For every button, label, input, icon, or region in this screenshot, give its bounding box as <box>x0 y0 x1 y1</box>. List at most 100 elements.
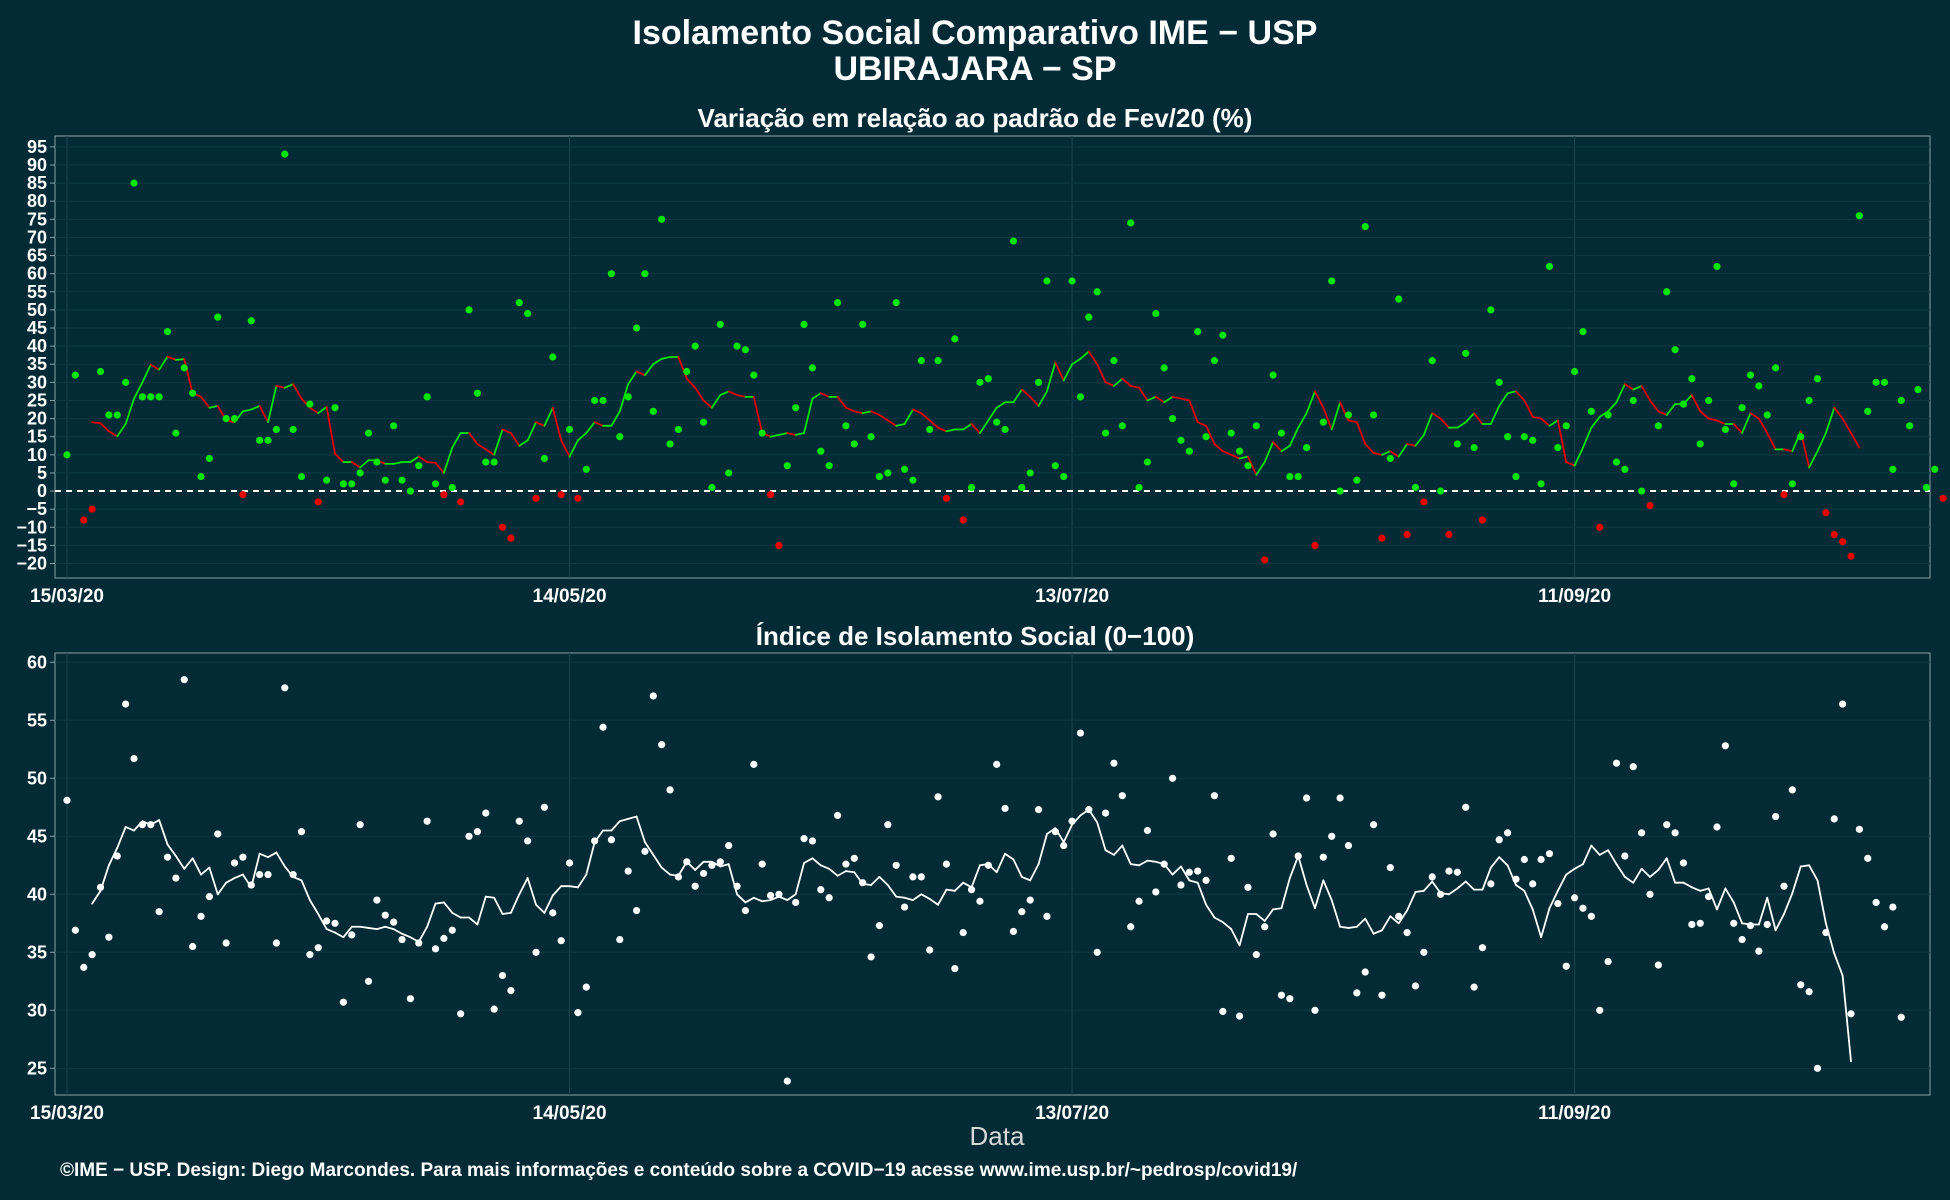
moving-average-segment <box>1171 395 1182 400</box>
data-point <box>465 832 473 840</box>
moving-average-segment <box>644 363 655 377</box>
data-point <box>1277 991 1286 999</box>
data-point <box>1462 803 1470 811</box>
data-point <box>448 483 456 492</box>
moving-average-segment <box>493 428 504 456</box>
data-point <box>1185 447 1193 455</box>
moving-average-segment <box>1322 406 1333 431</box>
data-point <box>792 898 800 907</box>
chart-title: Isolamento Social Comparativo IME − USP <box>633 14 1318 52</box>
moving-average-segment <box>878 414 889 422</box>
data-point <box>88 505 96 513</box>
data-point <box>666 786 674 794</box>
data-point <box>272 425 280 434</box>
y-tick-label: 40 <box>27 884 47 904</box>
data-point <box>1571 367 1579 376</box>
moving-average-segment <box>1573 863 1584 870</box>
moving-average-segment <box>719 390 730 396</box>
moving-average-segment <box>1138 859 1149 867</box>
data-point <box>1512 875 1520 883</box>
data-point <box>247 881 255 889</box>
data-point <box>256 436 264 444</box>
data-point <box>942 494 951 502</box>
moving-average-segment <box>878 876 889 886</box>
moving-average-segment <box>694 860 705 871</box>
data-point <box>1813 375 1822 383</box>
data-point <box>716 320 724 328</box>
data-point <box>80 516 88 524</box>
x-tick-label: 13/07/20 <box>1035 586 1109 607</box>
data-point <box>1428 873 1436 881</box>
data-point <box>105 411 113 419</box>
data-point <box>792 404 800 412</box>
moving-average-segment <box>803 857 814 864</box>
data-point <box>306 951 314 959</box>
moving-average-segment <box>1414 433 1425 447</box>
moving-average-segment <box>1012 388 1023 404</box>
moving-average-segment <box>1464 880 1475 891</box>
data-point <box>624 867 632 875</box>
data-point <box>515 817 523 825</box>
moving-average-segment <box>1004 852 1015 861</box>
data-point <box>976 378 984 386</box>
data-point <box>658 741 666 749</box>
data-point <box>1462 349 1470 357</box>
data-point <box>1805 396 1813 405</box>
data-point <box>180 364 188 372</box>
data-point <box>373 458 381 466</box>
data-point <box>1805 988 1813 996</box>
moving-average-segment <box>149 363 161 371</box>
y-tick-label: 75 <box>27 209 47 229</box>
moving-average-segment <box>618 817 630 823</box>
moving-average-segment <box>124 826 135 832</box>
data-point <box>1085 806 1093 814</box>
moving-average-segment <box>819 864 831 870</box>
data-point <box>1227 429 1235 437</box>
data-point <box>850 440 858 448</box>
moving-average-segment <box>912 893 923 902</box>
moving-average-segment <box>585 841 596 876</box>
moving-average-segment <box>308 899 320 915</box>
data-point <box>917 357 925 365</box>
moving-average-segment <box>501 428 512 434</box>
moving-average-segment <box>1364 443 1375 454</box>
moving-average-segment <box>1238 913 1249 947</box>
data-point <box>859 879 867 887</box>
data-point <box>917 873 925 881</box>
data-point <box>1269 830 1277 838</box>
data-point <box>1855 825 1863 833</box>
moving-average-segment <box>1682 881 1693 889</box>
moving-average-segment <box>1699 410 1710 420</box>
moving-average-segment <box>1096 363 1107 384</box>
moving-average-segment <box>267 851 278 859</box>
data-point <box>1068 277 1076 285</box>
data-point <box>549 353 557 361</box>
moving-average-segment <box>1012 858 1023 878</box>
data-point <box>691 342 699 350</box>
moving-average-segment <box>334 452 345 463</box>
moving-average-segment <box>1489 856 1501 869</box>
moving-average-segment <box>610 410 621 427</box>
y-tick-label: 50 <box>27 768 47 788</box>
data-point <box>750 371 758 379</box>
moving-average-segment <box>1757 896 1769 926</box>
data-point <box>607 270 616 278</box>
data-point <box>1495 836 1503 844</box>
moving-average-segment <box>1473 412 1484 425</box>
moving-average-segment <box>1288 426 1300 447</box>
moving-average-segment <box>937 888 948 906</box>
data-point <box>1202 876 1210 884</box>
data-point <box>1302 794 1311 802</box>
moving-average-segment <box>1305 884 1316 910</box>
data-point <box>197 912 205 920</box>
moving-average-segment <box>1448 887 1459 896</box>
moving-average-segment <box>1431 412 1442 420</box>
data-point <box>1730 919 1738 927</box>
moving-average-segment <box>1640 867 1651 878</box>
moving-average-segment <box>1523 399 1534 418</box>
moving-average-segment <box>1188 399 1199 424</box>
data-point <box>1755 382 1763 390</box>
data-point <box>431 945 440 953</box>
moving-average-segment <box>250 405 261 411</box>
data-point <box>725 469 733 477</box>
